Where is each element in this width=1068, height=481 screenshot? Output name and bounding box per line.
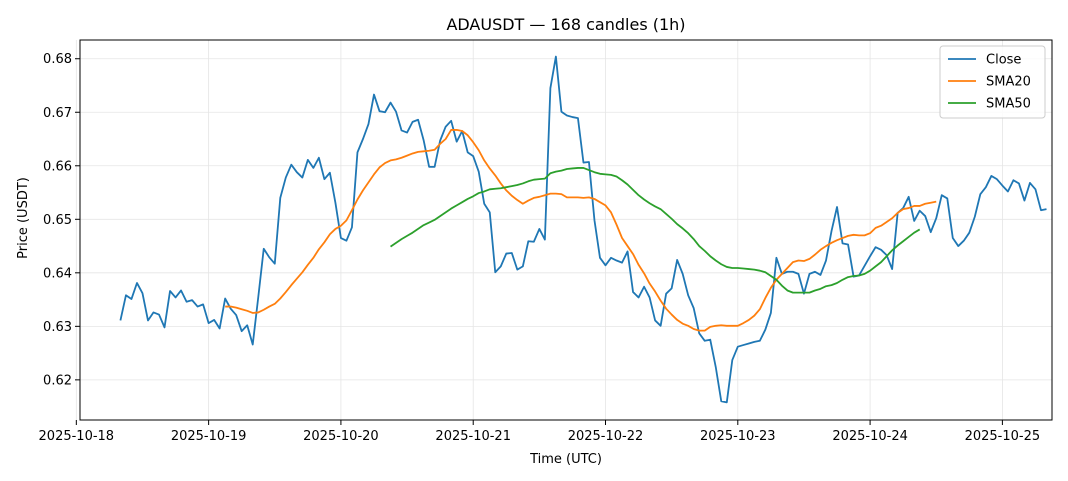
- y-tick-label: 0.62: [43, 373, 72, 388]
- x-tick-label: 2025-10-21: [435, 429, 511, 444]
- legend-label: SMA50: [986, 97, 1031, 112]
- x-axis-label: Time (UTC): [529, 452, 602, 467]
- x-axis-ticks: 2025-10-18 2025-10-19 2025-10-20 2025-10-21…: [39, 420, 1041, 444]
- y-tick-label: 0.67: [43, 106, 72, 121]
- x-tick-label: 2025-10-24: [832, 429, 908, 444]
- x-tick-label: 2025-10-20: [303, 429, 379, 444]
- y-axis-label: Price (USDT): [16, 177, 31, 259]
- y-tick-label: 0.64: [43, 266, 72, 281]
- legend-box: [939, 45, 1046, 119]
- x-tick-label: 2025-10-25: [965, 429, 1041, 444]
- x-tick-label: 2025-10-19: [171, 429, 247, 444]
- plot-frame: [79, 39, 1053, 421]
- series-line-sma50: [390, 167, 921, 294]
- y-axis-ticks: 0.62 0.63 0.64 0.65 0.66 0.67 0.68: [43, 52, 80, 388]
- legend-label: SMA20: [986, 75, 1031, 90]
- x-tick-label: 2025-10-18: [39, 429, 115, 444]
- series-line-sma20: [225, 129, 937, 332]
- legend-label: Close: [986, 53, 1021, 68]
- series-line-close: [119, 55, 1047, 404]
- y-tick-label: 0.63: [43, 320, 72, 335]
- chart-title: ADAUSDT — 168 candles (1h): [446, 15, 685, 34]
- y-tick-label: 0.66: [43, 159, 72, 174]
- x-tick-label: 2025-10-23: [700, 429, 776, 444]
- series-layer: [119, 55, 1047, 404]
- x-tick-label: 2025-10-22: [568, 429, 644, 444]
- legend: Close SMA20 SMA50: [939, 45, 1046, 119]
- y-tick-label: 0.65: [43, 213, 72, 228]
- y-tick-label: 0.68: [43, 52, 72, 67]
